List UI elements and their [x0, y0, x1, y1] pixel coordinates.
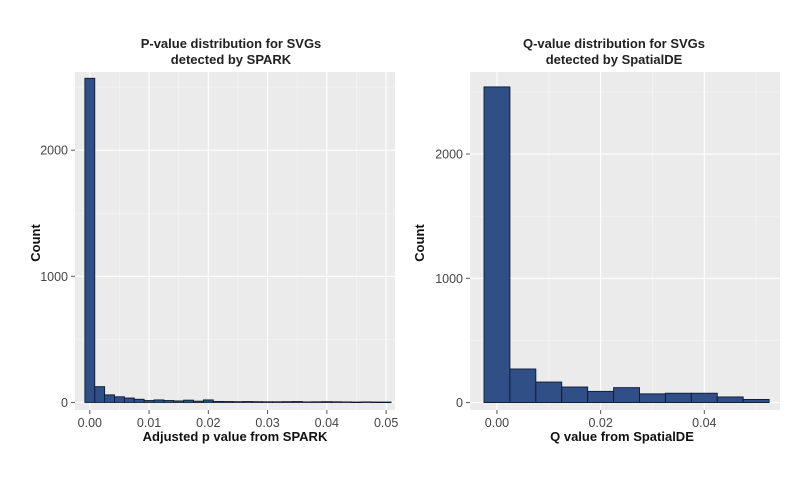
chart-left: P-value distribution for SVGs detected b…	[28, 36, 398, 444]
y-axis-title-right: Count	[412, 224, 427, 262]
histogram-bar	[561, 386, 589, 403]
x-tick-label: 0.00	[485, 416, 509, 430]
chart-title-right-line1: Q-value distribution for SVGs	[523, 36, 705, 51]
chart-title-right-line2: detected by SpatialDE	[546, 52, 683, 67]
histogram-bar	[613, 387, 640, 403]
plot-panel-right	[470, 72, 780, 410]
grid-left	[75, 72, 395, 410]
histogram-bar	[690, 392, 718, 403]
histogram-bar	[163, 400, 175, 403]
x-tick-label: 0.00	[78, 416, 102, 430]
bars-left	[84, 77, 392, 404]
y-tick-label: 2000	[435, 148, 463, 162]
x-tick-label: 0.01	[137, 416, 161, 430]
histogram-bar	[262, 401, 273, 403]
histogram-bar	[639, 393, 666, 403]
histogram-bar	[321, 401, 333, 403]
y-tick-label: 2000	[40, 144, 68, 158]
axes-left: 0.00 0.01 0.02 0.03 0.04 0.05 0 1000 2000	[40, 144, 398, 430]
y-tick-label: 1000	[40, 270, 68, 284]
histogram-bar	[341, 401, 352, 403]
histogram-bar	[587, 390, 615, 403]
x-axis-title-right: Q value from SpatialDE	[550, 429, 694, 444]
histogram-bar	[281, 401, 293, 403]
bars-right	[483, 86, 770, 403]
histogram-bar	[193, 400, 204, 403]
histogram-bar	[252, 401, 264, 403]
histogram-bar	[242, 401, 254, 403]
chart-title-left-line2: detected by SPARK	[171, 52, 292, 67]
histogram-bar	[664, 392, 692, 403]
histogram-bar	[742, 398, 770, 403]
x-tick-label: 0.02	[196, 416, 220, 430]
histogram-bar	[331, 401, 343, 403]
histogram-bar	[351, 401, 362, 404]
histogram-bar	[133, 398, 145, 403]
histogram-bar	[716, 396, 744, 403]
y-tick-label: 1000	[435, 272, 463, 286]
y-tick-label: 0	[61, 396, 68, 410]
histogram-bar	[123, 397, 135, 403]
histogram-bar	[272, 401, 283, 403]
axes-right: 0.00 0.02 0.04 0 1000 2000	[435, 148, 716, 430]
histogram-bar	[291, 401, 303, 403]
histogram-bar	[104, 394, 115, 403]
y-axis-title-left: Count	[28, 224, 43, 262]
histogram-bar	[483, 86, 511, 403]
histogram-bar	[183, 399, 194, 403]
histogram-bar	[202, 399, 214, 403]
histogram-bar	[143, 400, 155, 403]
histogram-bar	[360, 401, 372, 403]
x-tick-label: 0.04	[315, 416, 339, 430]
histogram-bar	[94, 386, 106, 403]
chart-right: Q-value distribution for SVGs detected b…	[412, 36, 780, 444]
histogram-bar	[509, 368, 537, 403]
y-tick-label: 0	[456, 396, 463, 410]
histogram-bar	[114, 396, 125, 403]
histogram-bar	[153, 399, 165, 403]
histogram-bar	[380, 401, 392, 404]
histogram-bar	[311, 401, 323, 403]
x-axis-title-left: Adjusted p value from SPARK	[143, 429, 328, 444]
x-tick-label: 0.02	[588, 416, 612, 430]
histogram-bar	[535, 381, 563, 403]
x-tick-label: 0.04	[692, 416, 716, 430]
histogram-bar	[222, 401, 234, 403]
histogram-bar	[232, 401, 244, 403]
chart-title-left-line1: P-value distribution for SVGs	[141, 36, 322, 51]
histogram-bar	[301, 401, 313, 403]
histogram-bar	[173, 400, 185, 403]
histogram-bar	[212, 400, 224, 403]
plot-panel-left	[75, 72, 395, 410]
histogram-bar	[370, 401, 382, 404]
x-tick-label: 0.03	[255, 416, 279, 430]
histogram-bar	[84, 77, 96, 403]
x-tick-label: 0.05	[374, 416, 398, 430]
